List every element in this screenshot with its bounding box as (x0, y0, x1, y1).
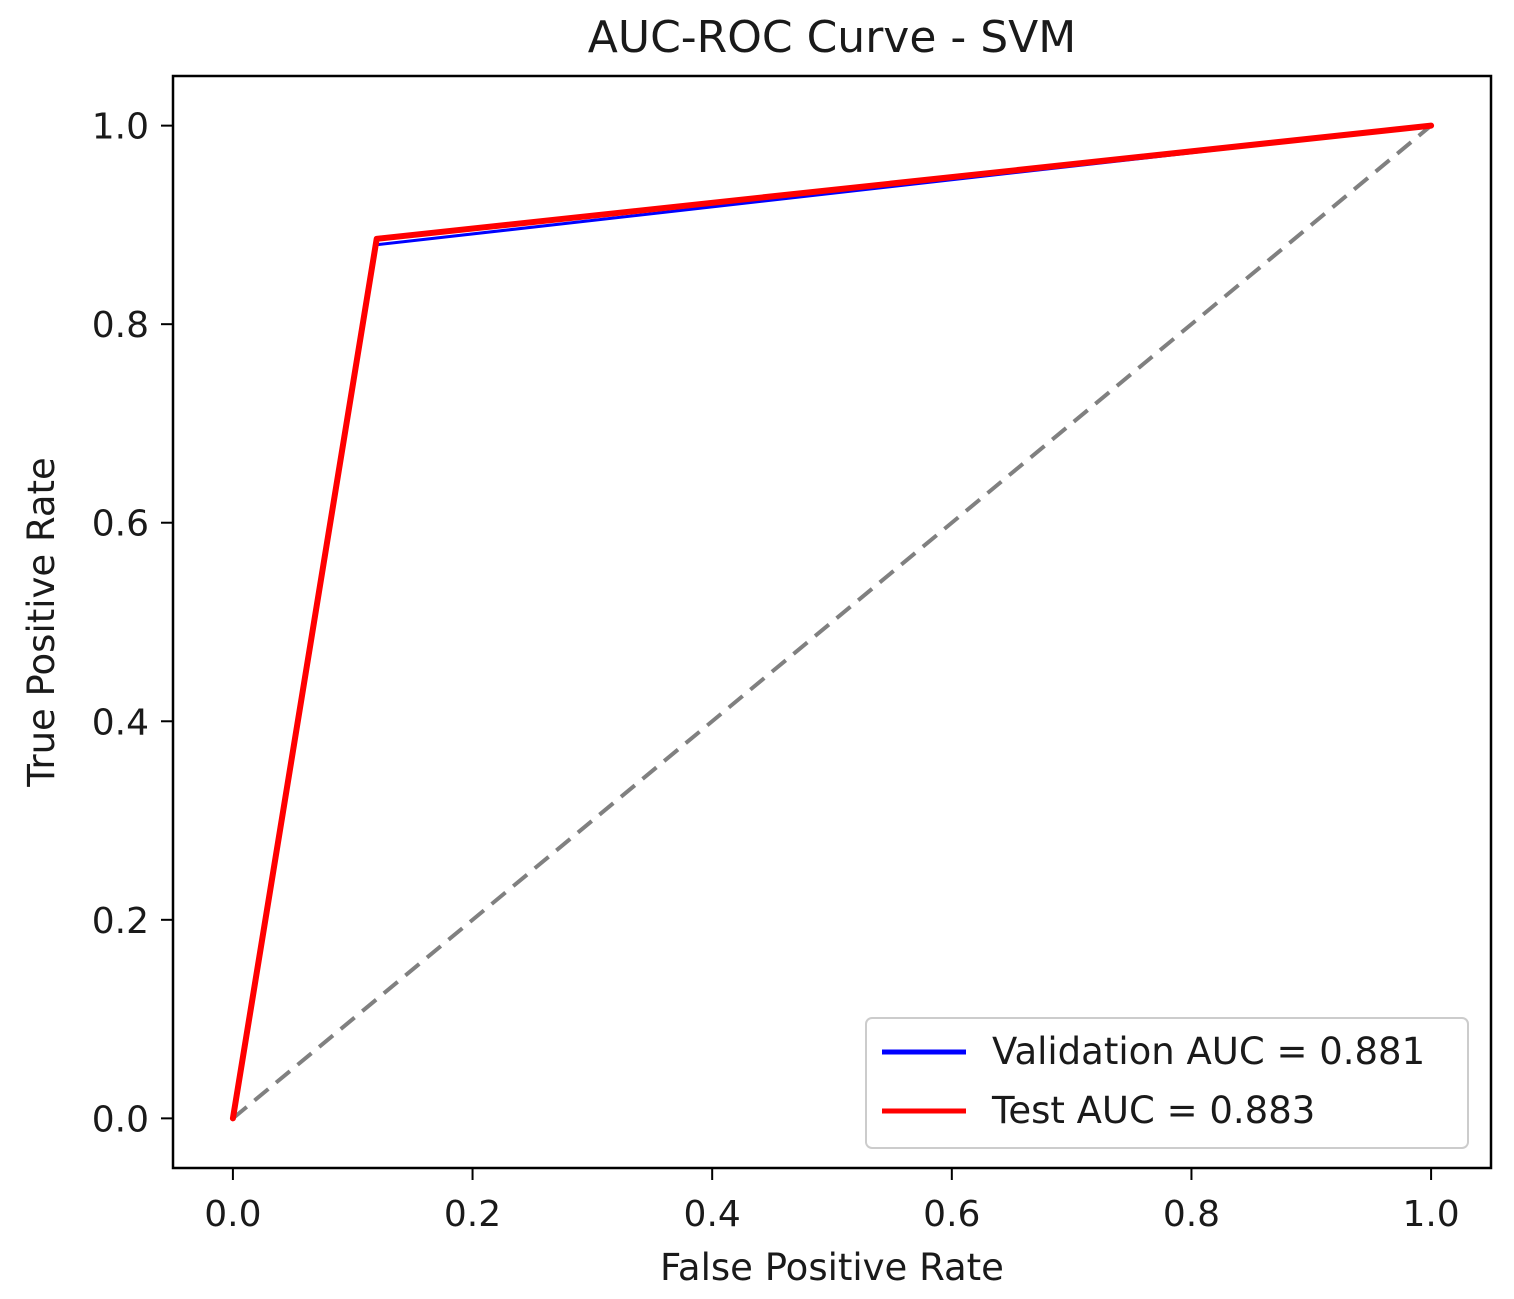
reference-diagonal-line (231, 124, 1433, 1120)
x-tick-label: 0.6 (923, 1194, 980, 1235)
x-tick-label: 0.0 (204, 1194, 261, 1235)
plot-frame (171, 74, 1493, 1170)
x-tick-label: 1.0 (1402, 1194, 1459, 1235)
y-tick-label: 0.0 (92, 1099, 149, 1140)
y-tick-label: 0.8 (92, 305, 149, 346)
legend-box (865, 1017, 1469, 1149)
y-axis-label: True Positive Rate (20, 457, 63, 788)
y-tick-label: 1.0 (92, 107, 149, 148)
x-tick-label: 0.8 (1163, 1194, 1220, 1235)
y-tick-label: 0.4 (92, 702, 149, 743)
legend: Validation AUC = 0.881 Test AUC = 0.883 (865, 1017, 1469, 1149)
legend-label-validation: Validation AUC = 0.881 (992, 1030, 1425, 1073)
chart-title: AUC-ROC Curve - SVM (588, 12, 1076, 63)
x-axis-label: False Positive Rate (660, 1246, 1004, 1289)
x-tick-label: 0.4 (684, 1194, 741, 1235)
y-tick-label: 0.6 (92, 504, 149, 545)
x-tick-label: 0.2 (444, 1194, 501, 1235)
y-tick-label: 0.2 (92, 901, 149, 942)
legend-label-test: Test AUC = 0.883 (991, 1089, 1315, 1132)
